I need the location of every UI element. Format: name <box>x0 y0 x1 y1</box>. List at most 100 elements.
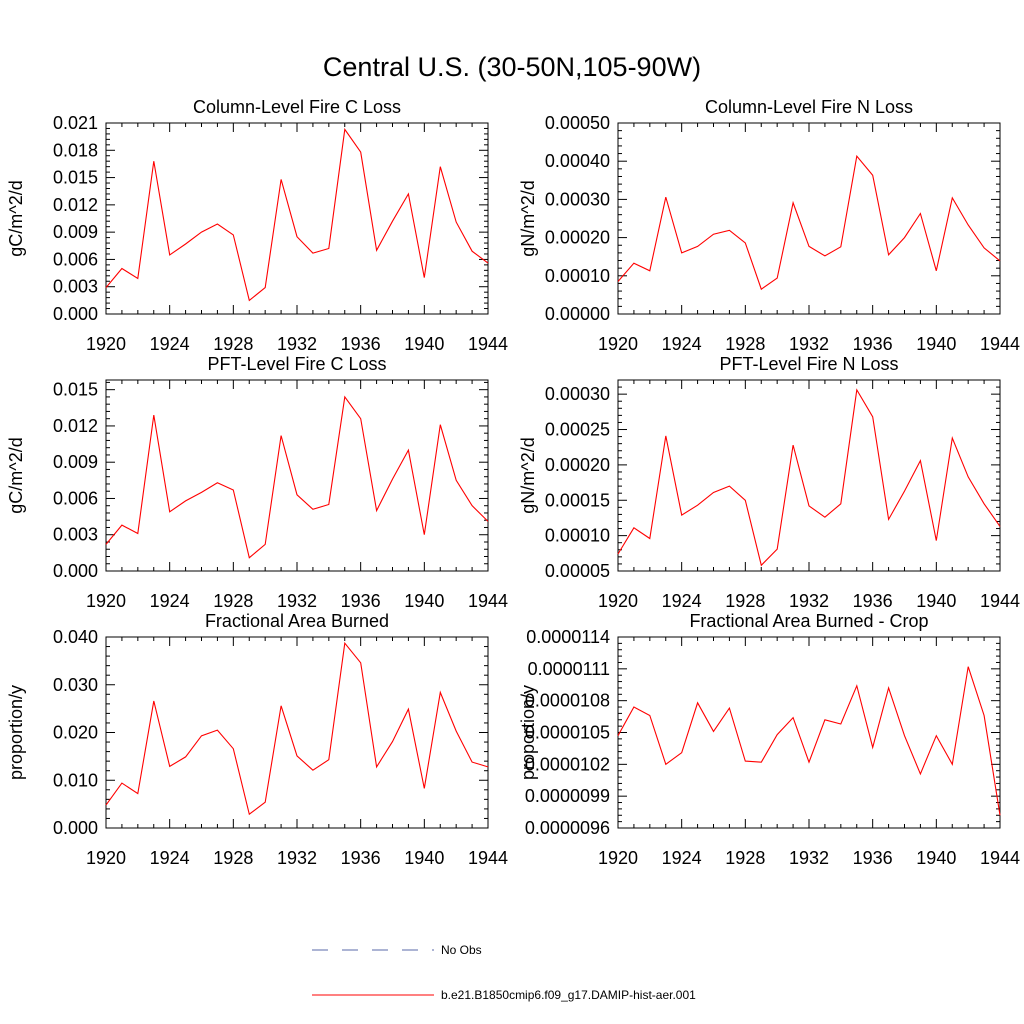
plot-frame <box>617 636 1001 829</box>
y-tick-label: 0.015 <box>53 380 98 400</box>
chart-panel-2: Column-Level Fire N Loss gN/m^2/d 1920 1924… <box>518 97 1020 354</box>
y-tick-label: 0.00010 <box>545 526 610 546</box>
plot-frame <box>105 636 489 829</box>
y-tick-label: 0.006 <box>53 249 98 269</box>
y-tick-label: 0.015 <box>53 168 98 188</box>
legend-entry-model: b.e21.B1850cmip6.f09_g17.DAMIP-hist-aer.… <box>312 988 696 1002</box>
x-tick-label: 1936 <box>341 334 381 354</box>
figure-title: Central U.S. (30-50N,105-90W) <box>323 52 701 82</box>
x-tick-label: 1924 <box>150 848 190 868</box>
series-line-1 <box>617 666 1001 816</box>
y-tick-label: 0.010 <box>53 770 98 790</box>
x-tick-label: 1940 <box>404 591 444 611</box>
x-tick-label: 1940 <box>404 848 444 868</box>
y-axis-label: gN/m^2/d <box>518 437 538 513</box>
series-line-1 <box>105 395 489 559</box>
panel-title: Column-Level Fire N Loss <box>705 97 913 117</box>
y-tick-label: 0.003 <box>53 525 98 545</box>
x-tick-label: 1928 <box>725 591 765 611</box>
x-tick-label: 1920 <box>86 848 126 868</box>
x-tick-label: 1920 <box>86 591 126 611</box>
y-axis-label: gC/m^2/d <box>6 180 26 256</box>
x-tick-label: 1936 <box>341 848 381 868</box>
x-tick-label: 1928 <box>725 334 765 354</box>
chart-panel-6: Fractional Area Burned - Crop proportion/… <box>518 611 1020 868</box>
y-tick-label: 0.000 <box>53 818 98 838</box>
x-tick-label: 1932 <box>277 334 317 354</box>
x-tick-label: 1928 <box>725 848 765 868</box>
series-line-1 <box>105 641 489 816</box>
x-tick-label: 1924 <box>662 848 702 868</box>
x-tick-label: 1924 <box>662 591 702 611</box>
series-line-1 <box>105 127 489 302</box>
y-tick-label: 0.00005 <box>545 561 610 581</box>
x-tick-label: 1944 <box>468 848 508 868</box>
y-tick-label: 0.00050 <box>545 113 610 133</box>
x-tick-label: 1944 <box>980 334 1020 354</box>
y-axis-label: proportion/y <box>6 685 26 780</box>
x-tick-label: 1944 <box>980 848 1020 868</box>
legend-label-model: b.e21.B1850cmip6.f09_g17.DAMIP-hist-aer.… <box>441 988 696 1002</box>
y-axis-label: gN/m^2/d <box>518 180 538 256</box>
x-tick-label: 1932 <box>277 591 317 611</box>
x-tick-label: 1920 <box>598 334 638 354</box>
x-tick-label: 1924 <box>150 334 190 354</box>
y-tick-label: 0.00015 <box>545 490 610 510</box>
x-tick-label: 1944 <box>980 591 1020 611</box>
y-tick-label: 0.00030 <box>545 189 610 209</box>
y-tick-label: 0.006 <box>53 488 98 508</box>
x-tick-label: 1932 <box>277 848 317 868</box>
x-tick-label: 1920 <box>86 334 126 354</box>
x-tick-label: 1928 <box>213 848 253 868</box>
panel-title: PFT-Level Fire C Loss <box>207 354 386 374</box>
y-tick-label: 0.00020 <box>545 455 610 475</box>
y-tick-label: 0.0000111 <box>528 659 610 679</box>
x-tick-label: 1944 <box>468 591 508 611</box>
panel-title: Fractional Area Burned - Crop <box>689 611 928 631</box>
x-tick-label: 1936 <box>853 848 893 868</box>
x-tick-label: 1940 <box>916 848 956 868</box>
series-line-1 <box>617 154 1001 291</box>
y-tick-label: 0.018 <box>53 140 98 160</box>
x-tick-label: 1936 <box>853 591 893 611</box>
y-tick-label: 0.0000114 <box>526 627 610 647</box>
y-tick-label: 0.021 <box>53 113 98 133</box>
y-tick-label: 0.030 <box>53 675 98 695</box>
x-tick-label: 1928 <box>213 334 253 354</box>
y-tick-label: 0.009 <box>53 222 98 242</box>
legend-label-no-obs: No Obs <box>441 943 482 957</box>
x-tick-label: 1920 <box>598 591 638 611</box>
x-tick-label: 1944 <box>468 334 508 354</box>
y-tick-label: 0.00030 <box>545 384 610 404</box>
x-tick-label: 1924 <box>662 334 702 354</box>
chart-panel-4: PFT-Level Fire N Loss gN/m^2/d 1920 1924 192… <box>518 354 1020 611</box>
series-line-1 <box>617 388 1001 567</box>
y-tick-label: 0.00000 <box>545 304 610 324</box>
x-tick-label: 1940 <box>916 591 956 611</box>
y-tick-label: 0.012 <box>53 416 98 436</box>
y-tick-label: 0.012 <box>53 195 98 215</box>
panel-title: Fractional Area Burned <box>205 611 389 631</box>
y-tick-label: 0.020 <box>53 723 98 743</box>
y-tick-label: 0.00025 <box>545 420 610 440</box>
x-tick-label: 1932 <box>789 848 829 868</box>
x-tick-label: 1928 <box>213 591 253 611</box>
y-tick-label: 0.000 <box>53 304 98 324</box>
legend: No Obs b.e21.B1850cmip6.f09_g17.DAMIP-hi… <box>312 943 696 1002</box>
x-tick-label: 1924 <box>150 591 190 611</box>
plot-frame <box>617 379 1001 572</box>
chart-panel-5: Fractional Area Burned proportion/y 1920 19… <box>6 611 508 868</box>
y-tick-label: 0.0000102 <box>525 754 610 774</box>
chart-panel-1: Column-Level Fire C Loss gC/m^2/d 1920 1924… <box>6 97 508 354</box>
y-tick-label: 0.003 <box>53 277 98 297</box>
x-tick-label: 1920 <box>598 848 638 868</box>
y-tick-label: 0.0000105 <box>525 723 610 743</box>
x-tick-label: 1940 <box>404 334 444 354</box>
y-axis-label: gC/m^2/d <box>6 437 26 513</box>
panel-title: Column-Level Fire C Loss <box>193 97 401 117</box>
y-tick-label: 0.0000099 <box>525 786 610 806</box>
y-tick-label: 0.000 <box>53 561 98 581</box>
x-tick-label: 1932 <box>789 591 829 611</box>
x-tick-label: 1936 <box>341 591 381 611</box>
